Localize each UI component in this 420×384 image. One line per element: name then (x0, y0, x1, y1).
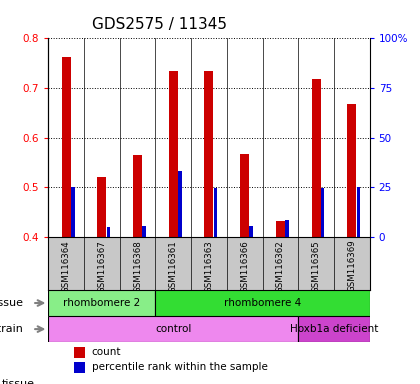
Text: GSM116365: GSM116365 (312, 240, 320, 293)
Bar (285, 220, 289, 237)
Bar (74, 347, 85, 358)
Bar (214, 189, 217, 237)
Bar (142, 226, 146, 237)
Text: GSM116364: GSM116364 (62, 240, 71, 293)
Bar (347, 104, 356, 237)
Bar (298, 316, 370, 342)
Bar (357, 187, 360, 237)
Text: tissue: tissue (0, 298, 24, 308)
Bar (155, 290, 370, 316)
Text: GSM116369: GSM116369 (347, 240, 356, 293)
Text: percentile rank within the sample: percentile rank within the sample (92, 362, 268, 372)
Text: GSM116363: GSM116363 (205, 240, 213, 293)
Bar (276, 221, 285, 237)
Bar (321, 189, 324, 237)
Bar (97, 177, 106, 237)
Bar (169, 71, 178, 237)
Text: tissue: tissue (2, 379, 35, 384)
Text: GSM116362: GSM116362 (276, 240, 285, 293)
Bar (133, 155, 142, 237)
Bar (312, 79, 320, 237)
Text: strain: strain (0, 324, 24, 334)
Bar (71, 187, 74, 237)
Bar (205, 71, 213, 237)
Text: GSM116368: GSM116368 (133, 240, 142, 293)
Text: count: count (92, 347, 121, 357)
Bar (178, 170, 181, 237)
Text: GSM116366: GSM116366 (240, 240, 249, 293)
Bar (62, 57, 71, 237)
Text: control: control (155, 324, 192, 334)
Text: GDS2575 / 11345: GDS2575 / 11345 (92, 17, 227, 33)
Text: Hoxb1a deficient: Hoxb1a deficient (290, 324, 378, 334)
Bar (74, 362, 85, 373)
Bar (240, 154, 249, 237)
Text: GSM116361: GSM116361 (169, 240, 178, 293)
Bar (107, 227, 110, 237)
Text: rhombomere 4: rhombomere 4 (224, 298, 301, 308)
Bar (48, 316, 298, 342)
Text: GSM116367: GSM116367 (97, 240, 106, 293)
Bar (249, 226, 253, 237)
Text: rhombomere 2: rhombomere 2 (63, 298, 140, 308)
Bar (48, 290, 155, 316)
